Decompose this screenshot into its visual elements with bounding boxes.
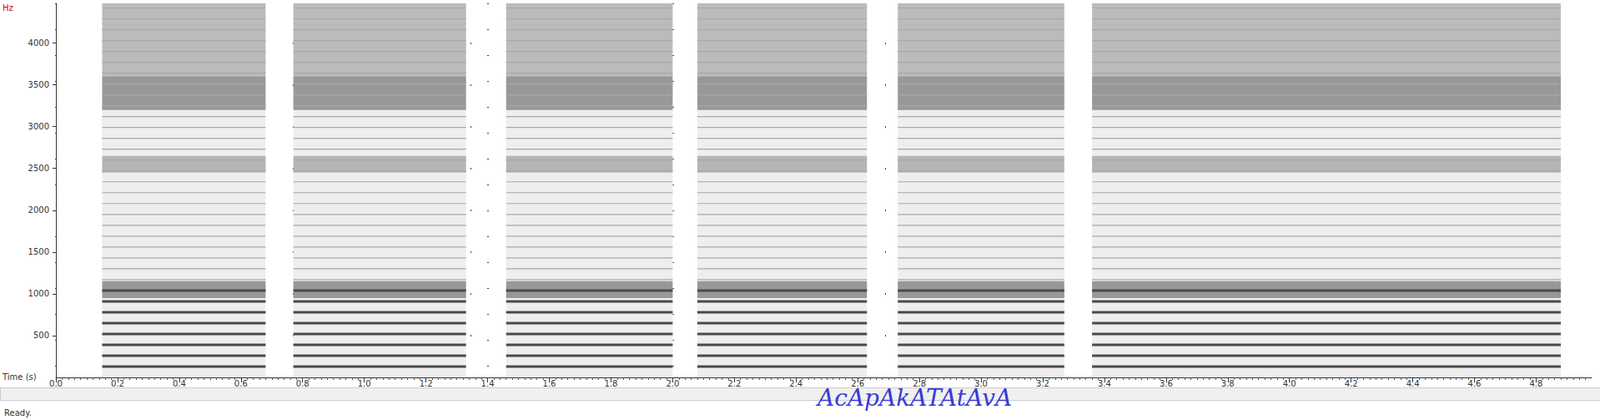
svg-text:2.6: 2.6 bbox=[850, 378, 865, 388]
svg-text:AcApAkATAtAvA: AcApAkATAtAvA bbox=[817, 383, 1013, 411]
svg-text:3.2: 3.2 bbox=[1036, 378, 1050, 388]
svg-text:2.4: 2.4 bbox=[789, 378, 803, 388]
svg-text:3500: 3500 bbox=[28, 80, 50, 90]
svg-text:2000: 2000 bbox=[28, 205, 50, 215]
svg-text:Ready.: Ready. bbox=[4, 407, 32, 418]
svg-text:4.6: 4.6 bbox=[1468, 378, 1482, 388]
svg-text:4000: 4000 bbox=[28, 38, 50, 48]
svg-text:1.2: 1.2 bbox=[419, 378, 433, 388]
svg-text:Hz: Hz bbox=[2, 3, 14, 13]
svg-text:1.8: 1.8 bbox=[603, 378, 618, 388]
svg-text:1.4: 1.4 bbox=[481, 378, 495, 388]
svg-text:3.0: 3.0 bbox=[974, 378, 988, 388]
svg-text:3.6: 3.6 bbox=[1159, 378, 1173, 388]
svg-text:1000: 1000 bbox=[28, 288, 50, 298]
svg-text:2500: 2500 bbox=[28, 163, 50, 173]
svg-text:1500: 1500 bbox=[28, 246, 50, 257]
svg-text:0.6: 0.6 bbox=[234, 378, 248, 388]
svg-text:3.8: 3.8 bbox=[1221, 378, 1235, 388]
svg-text:500: 500 bbox=[33, 330, 50, 340]
svg-text:2.2: 2.2 bbox=[727, 378, 741, 388]
svg-text:1.6: 1.6 bbox=[543, 378, 557, 388]
svg-text:3000: 3000 bbox=[28, 121, 50, 131]
svg-text:3.4: 3.4 bbox=[1097, 378, 1112, 388]
svg-text:2.8: 2.8 bbox=[912, 378, 926, 388]
svg-text:4.2: 4.2 bbox=[1344, 378, 1359, 388]
svg-text:0.0: 0.0 bbox=[49, 378, 63, 388]
svg-text:4.0: 4.0 bbox=[1283, 378, 1297, 388]
svg-text:2.0: 2.0 bbox=[665, 378, 680, 388]
svg-text:0.8: 0.8 bbox=[296, 378, 310, 388]
svg-text:0.2: 0.2 bbox=[110, 378, 125, 388]
svg-text:4.8: 4.8 bbox=[1529, 378, 1544, 388]
svg-text:Time (s): Time (s) bbox=[1, 372, 37, 382]
svg-text:0.4: 0.4 bbox=[172, 378, 187, 388]
svg-text:1.0: 1.0 bbox=[357, 378, 372, 388]
svg-text:4.4: 4.4 bbox=[1406, 378, 1420, 388]
